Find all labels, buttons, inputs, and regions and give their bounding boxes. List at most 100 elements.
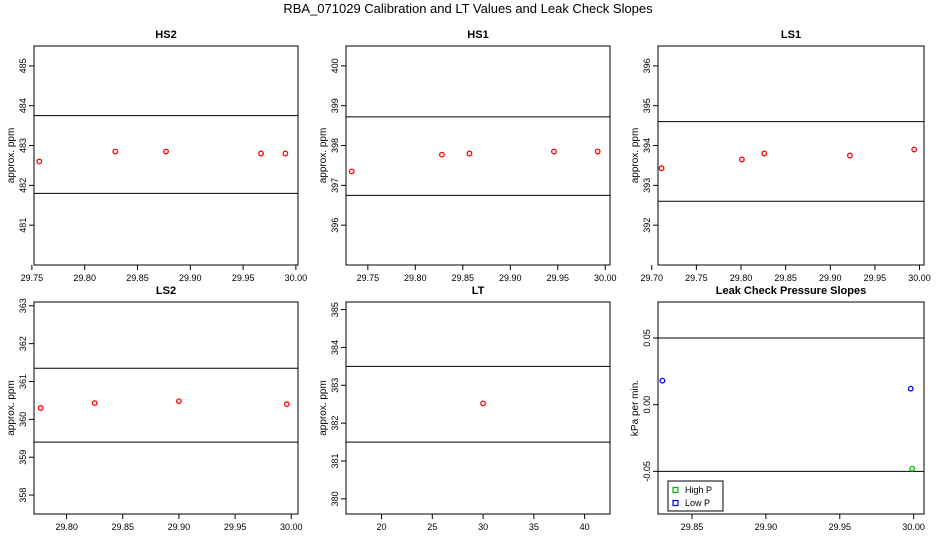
chart-4-ytick-label: 359 [18, 450, 28, 465]
chart-2-point [466, 150, 473, 157]
chart-3-point [911, 146, 918, 153]
chart-1-xtick-label: 29.95 [232, 273, 255, 283]
chart-2-ytick-label: 399 [330, 98, 340, 113]
chart-4-ytick-label: 361 [18, 374, 28, 389]
chart-1-point [258, 150, 264, 157]
chart-6-xtick-label: 30.00 [902, 522, 925, 532]
chart-4-point [37, 405, 44, 411]
chart-2-frame [345, 45, 611, 266]
chart-6-ytick-label: 0.00 [642, 396, 652, 414]
chart-2-xtick-label: 29.75 [357, 273, 380, 283]
chart-2-xtick-label: 29.95 [547, 273, 570, 283]
chart-6-point [659, 377, 666, 384]
chart-5-ytick-label: 380 [330, 491, 340, 506]
chart-2-xtick-label: 29.85 [452, 273, 475, 283]
chart-6-xtick-label: 29.90 [755, 522, 778, 532]
chart-6-point [907, 385, 914, 392]
chart-2-ylabel: approx. ppm [318, 128, 329, 184]
chart-5-title: LT [472, 285, 485, 297]
chart-4-ytick-label: 358 [18, 488, 28, 503]
chart-3-frame [657, 45, 925, 266]
chart-5-xtick-label: 20 [377, 522, 387, 532]
chart-1-xtick-label: 29.75 [21, 273, 44, 283]
chart-6-legend-marker [672, 499, 679, 507]
chart-4-xtick-label: 29.80 [55, 522, 78, 532]
chart-4-ytick-label: 362 [18, 336, 28, 351]
chart-5-frame [345, 301, 611, 515]
chart-3-ytick-label: 395 [642, 98, 652, 113]
chart-6-legend-marker [672, 486, 679, 494]
chart-3-ylabel: approx. ppm [630, 128, 641, 184]
chart-1-ylabel: approx. ppm [6, 128, 17, 184]
chart-2-point [594, 148, 601, 155]
chart-5-point [480, 400, 487, 407]
chart-1-ytick-label: 484 [18, 98, 28, 113]
chart-4-point [175, 398, 182, 405]
chart-4-ylabel: approx. ppm [6, 380, 17, 436]
chart-6-ytick-label: -0.05 [642, 461, 652, 482]
chart-2-title: HS1 [467, 29, 488, 41]
chart-1-ytick-label: 481 [18, 218, 28, 233]
chart-1-xtick-label: 29.85 [126, 273, 149, 283]
chart-1-point [163, 148, 169, 155]
chart-1-ytick-label: 482 [18, 178, 28, 193]
chart-5-xtick-label: 25 [427, 522, 437, 532]
chart-5-ytick-label: 384 [330, 340, 340, 355]
chart-2-xtick-label: 29.80 [404, 273, 427, 283]
chart-3-point [658, 165, 665, 172]
chart-5-xtick-label: 40 [580, 522, 590, 532]
chart-3-xtick-label: 29.85 [774, 273, 797, 283]
chart-6-legend-label: Low P [685, 498, 710, 508]
chart-1-xtick-label: 29.90 [179, 273, 202, 283]
chart-5-ytick-label: 383 [330, 378, 340, 393]
chart-1-ytick-label: 485 [18, 58, 28, 73]
chart-4-title: LS2 [156, 285, 176, 297]
chart-4-ytick-label: 363 [18, 298, 28, 313]
chart-5-ytick-label: 382 [330, 416, 340, 431]
chart-4-point [283, 401, 290, 408]
chart-1-point [36, 158, 43, 165]
chart-5-ytick-label: 385 [330, 302, 340, 317]
chart-3-xtick-label: 29.75 [685, 273, 708, 283]
chart-6-xtick-label: 29.85 [681, 522, 704, 532]
chart-2-ytick-label: 398 [330, 138, 340, 153]
chart-3-ytick-label: 393 [642, 178, 652, 193]
chart-5-ylabel: approx. ppm [318, 380, 329, 436]
chart-4-xtick-label: 29.90 [168, 522, 191, 532]
chart-3-xtick-label: 29.70 [640, 273, 663, 283]
chart-4-xtick-label: 30.00 [280, 522, 303, 532]
chart-1-point [112, 148, 119, 155]
chart-2-xtick-label: 30.00 [594, 273, 617, 283]
chart-3-ytick-label: 396 [642, 58, 652, 73]
chart-5-ytick-label: 381 [330, 453, 340, 468]
chart-1-xtick-label: 30.00 [285, 273, 308, 283]
chart-3-point [738, 156, 745, 163]
chart-2-point [348, 168, 355, 175]
chart-4-ytick-label: 360 [18, 412, 28, 427]
chart-6-title: Leak Check Pressure Slopes [716, 285, 866, 297]
main-title: RBA_071029 Calibration and LT Values and… [283, 1, 653, 16]
chart-6-ytick-label: 0.05 [642, 329, 652, 347]
chart-6-frame [657, 301, 925, 515]
chart-5-xtick-label: 30 [478, 522, 488, 532]
chart-4-xtick-label: 29.95 [224, 522, 247, 532]
chart-3-xtick-label: 29.90 [819, 273, 842, 283]
chart-3-xtick-label: 30.00 [908, 273, 931, 283]
chart-3-title: LS1 [781, 29, 801, 41]
chart-3-ytick-label: 392 [642, 218, 652, 233]
chart-2-ytick-label: 397 [330, 178, 340, 193]
chart-6-ylabel: kPa per min. [630, 380, 641, 436]
chart-4-point [91, 400, 98, 407]
chart-2-ytick-label: 396 [330, 218, 340, 233]
chart-2-xtick-label: 29.90 [499, 273, 522, 283]
chart-3-ytick-label: 394 [642, 138, 652, 153]
chart-1-ytick-label: 483 [18, 138, 28, 153]
chart-6-xtick-label: 29.95 [829, 522, 852, 532]
chart-5-xtick-label: 35 [529, 522, 539, 532]
chart-6-point [909, 465, 916, 472]
chart-4-frame [33, 301, 299, 515]
chart-1-point [282, 150, 289, 157]
chart-3-xtick-label: 29.80 [730, 273, 753, 283]
chart-1-xtick-label: 29.80 [73, 273, 96, 283]
